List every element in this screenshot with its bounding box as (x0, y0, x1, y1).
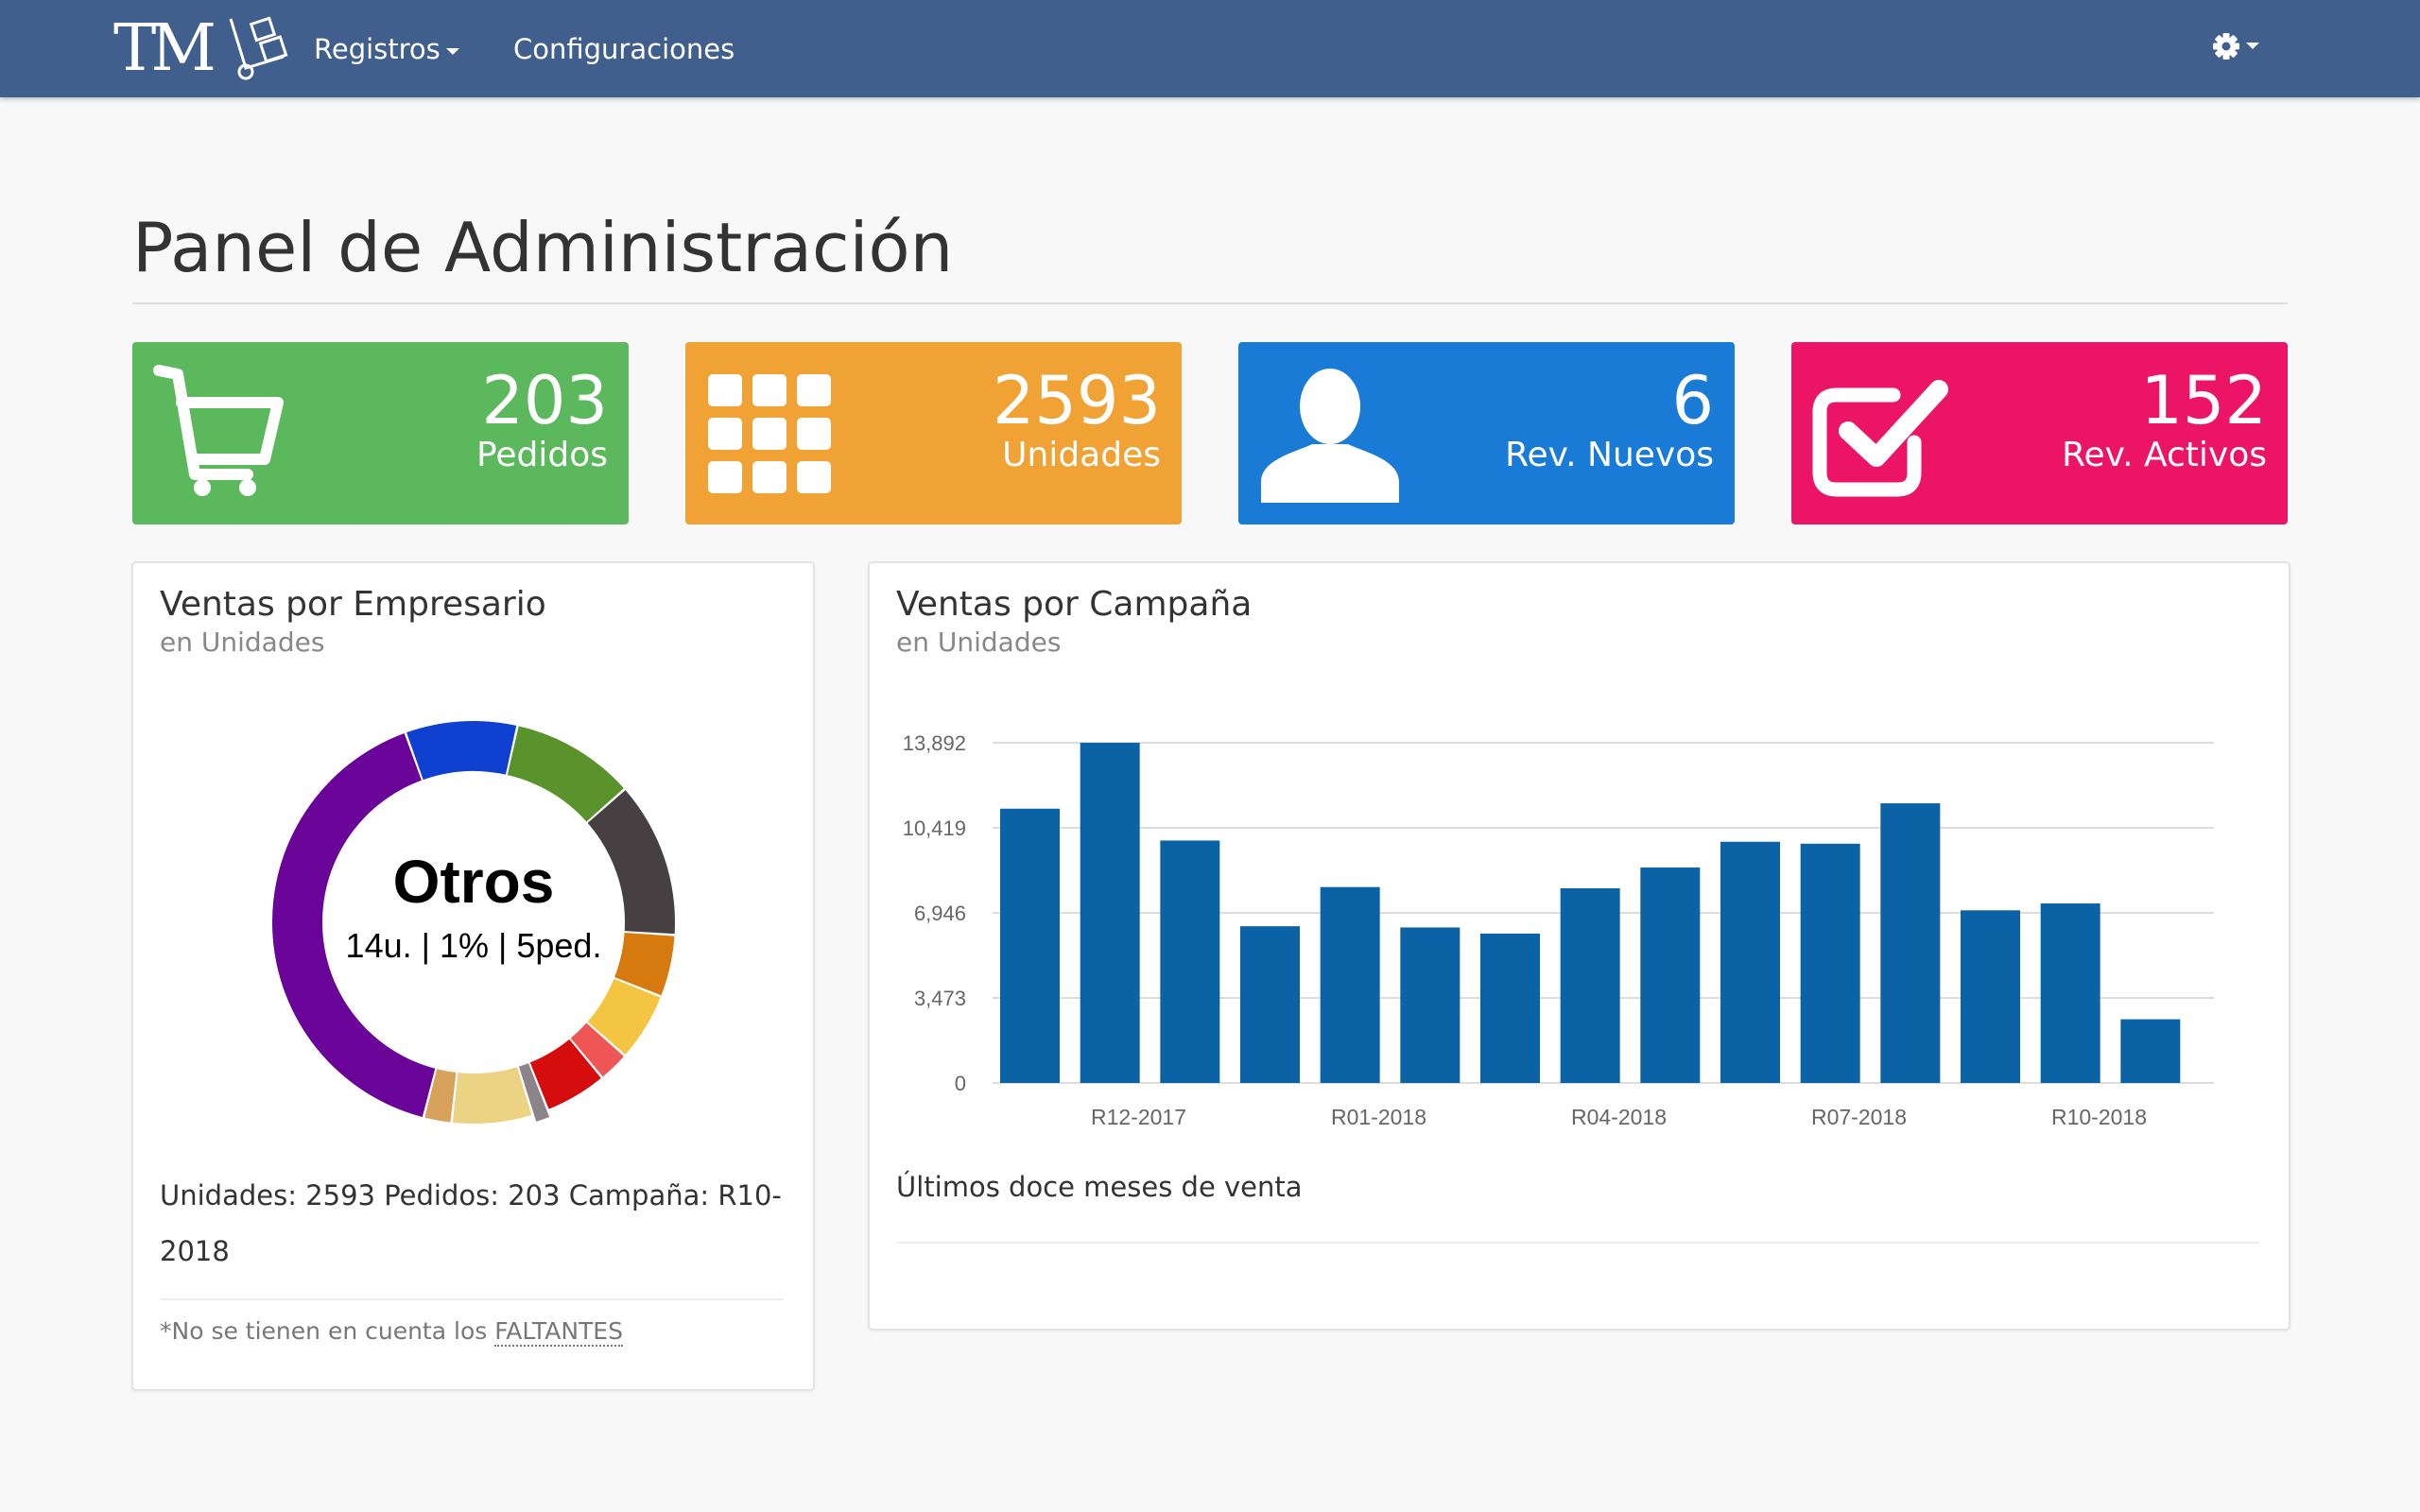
bar[interactable] (1720, 841, 1780, 1083)
donut-slice[interactable] (529, 1039, 601, 1109)
bar[interactable] (1000, 808, 1060, 1083)
bar[interactable] (1560, 887, 1620, 1083)
stat-value: 152 (2140, 362, 2267, 439)
donut-slice[interactable] (406, 721, 517, 781)
donut-chart-svg (272, 721, 675, 1124)
x-tick-label: R10-2018 (2051, 1105, 2147, 1129)
panel-title: Ventas por Empresario (160, 585, 546, 624)
chart-footer: Últimos doce meses de venta (896, 1171, 1303, 1203)
stat-card-rev-nuevos: 6 Rev. Nuevos (1238, 342, 1735, 524)
panel-subtitle: en Unidades (896, 627, 1062, 658)
bar[interactable] (2120, 1019, 2181, 1083)
donut-slice[interactable] (424, 1069, 457, 1123)
bar[interactable] (1480, 933, 1540, 1083)
bar[interactable] (1400, 927, 1461, 1083)
x-tick-label: R07-2018 (1811, 1105, 1907, 1129)
x-tick-label: R12-2017 (1091, 1105, 1186, 1129)
chevron-down-icon (2246, 43, 2259, 49)
divider (896, 1242, 2259, 1244)
donut-slice[interactable] (507, 726, 624, 822)
donut-slice[interactable] (587, 790, 675, 935)
bar-chart: 0 3,473 6,946 10,419 13,892 R12-2017 R01-2018 R… (903, 731, 2214, 1129)
gear-icon (2213, 33, 2239, 60)
y-tick-label: 6,946 (914, 902, 966, 925)
x-tick-label: R01-2018 (1331, 1105, 1426, 1129)
page-title: Panel de Administración (132, 208, 954, 287)
bar[interactable] (1961, 910, 2020, 1083)
donut-slice[interactable] (452, 1067, 532, 1124)
stat-label: Rev. Nuevos (1505, 436, 1714, 474)
grid-icon (708, 374, 831, 493)
bar[interactable] (1240, 926, 1300, 1083)
stat-value: 2593 (992, 362, 1161, 439)
donut-center-subtitle: 14u. | 1% | 5ped. (345, 926, 602, 965)
nav-configuraciones-label: Configuraciones (513, 33, 735, 65)
top-navbar: TM Registros Configuraciones (0, 0, 2420, 97)
bar[interactable] (1800, 843, 1860, 1083)
stat-value: 203 (481, 362, 608, 439)
donut-slice[interactable] (518, 1063, 550, 1122)
bar[interactable] (1160, 840, 1220, 1083)
chevron-down-icon (445, 47, 459, 55)
donut-slice[interactable] (587, 978, 661, 1055)
panel-ventas-campana: Ventas por Campaña en Unidades 0 3,473 6,9… (868, 561, 2290, 1331)
y-tick-label: 10,419 (903, 816, 966, 840)
divider (160, 1298, 784, 1300)
stat-label: Rev. Activos (2062, 436, 2267, 474)
donut-slice[interactable] (614, 933, 675, 996)
panel-ventas-empresario: Ventas por Empresario en Unidades Otros … (131, 561, 815, 1391)
user-icon (1261, 369, 1399, 503)
bar[interactable] (2040, 903, 2100, 1083)
y-tick-label: 0 (955, 1072, 966, 1095)
donut-slice[interactable] (570, 1022, 624, 1077)
nav-registros-label: Registros (314, 33, 441, 65)
bar[interactable] (1880, 803, 1941, 1083)
stat-card-pedidos: 203 Pedidos (132, 342, 629, 524)
y-tick-label: 13,892 (903, 731, 966, 755)
title-divider (132, 302, 2288, 304)
stat-value: 6 (1671, 362, 1714, 439)
logo-text: TM (113, 11, 216, 86)
faltantes-abbr[interactable]: FALTANTES (494, 1317, 623, 1347)
stat-card-unidades: 2593 Unidades (685, 342, 1182, 524)
stat-card-rev-activos: 152 Rev. Activos (1791, 342, 2288, 524)
bar[interactable] (1640, 867, 1701, 1083)
y-tick-label: 3,473 (914, 987, 966, 1010)
nav-configuraciones[interactable]: Configuraciones (513, 30, 735, 68)
settings-dropdown[interactable] (2212, 32, 2259, 64)
hand-truck-icon (229, 16, 288, 80)
nav-registros-dropdown[interactable]: Registros (314, 30, 459, 68)
bar[interactable] (1080, 743, 1140, 1083)
cart-icon (153, 365, 284, 496)
donut-slice[interactable] (272, 733, 436, 1117)
panel-subtitle: en Unidades (160, 627, 325, 658)
x-tick-label: R04-2018 (1571, 1105, 1667, 1129)
donut-center-title: Otros (392, 848, 555, 916)
stat-label: Pedidos (475, 436, 608, 474)
donut-chart[interactable]: Otros 14u. | 1% | 5ped. (261, 710, 686, 1135)
footnote: *No se tienen en cuenta los FALTANTES (160, 1317, 623, 1347)
stat-label: Unidades (1002, 436, 1161, 474)
bar[interactable] (1320, 886, 1380, 1083)
checkbox-icon (1812, 380, 1948, 497)
summary-text: Unidades: 2593 Pedidos: 203 Campaña: R10… (160, 1179, 782, 1267)
footnote-text: *No se tienen en cuenta los (160, 1317, 495, 1345)
panel-title: Ventas por Campaña (896, 585, 1253, 624)
